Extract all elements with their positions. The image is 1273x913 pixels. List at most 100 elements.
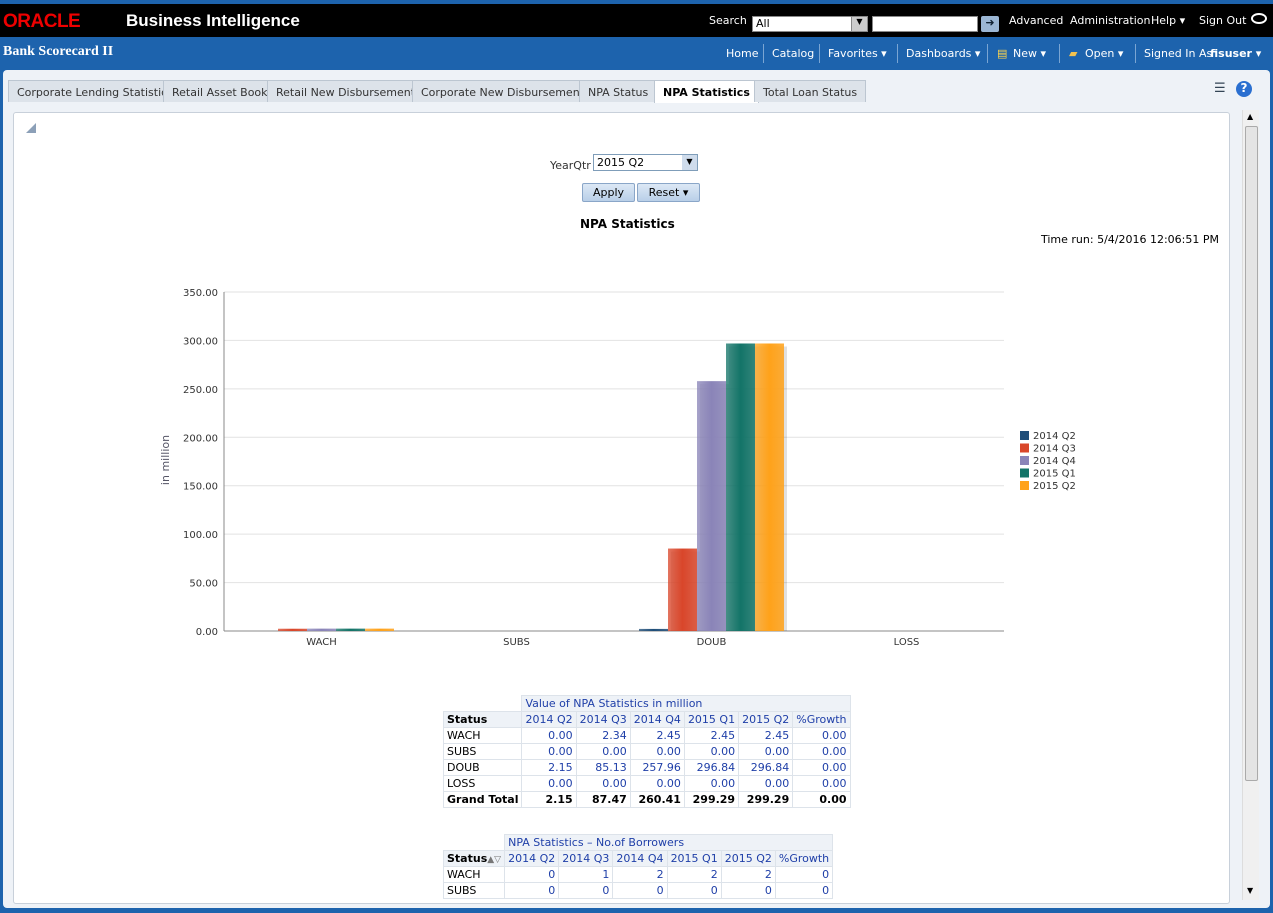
yearqtr-select[interactable]: 2015 Q2 ▼ <box>593 154 698 171</box>
table-cell: 0 <box>720 882 776 899</box>
x-tick-label: WACH <box>306 637 337 648</box>
status-header: Status▲▽ <box>442 850 506 867</box>
collapse-triangle-icon[interactable] <box>26 123 36 133</box>
table-cell: 0 <box>504 866 560 883</box>
table-title: NPA Statistics – No.of Borrowers <box>504 834 834 851</box>
table-cell: 0 <box>612 882 668 899</box>
table-cell: 0.00 <box>575 743 631 760</box>
row-label: DOUB <box>442 759 523 776</box>
scrollbar-thumb[interactable] <box>1245 126 1258 781</box>
row-label: LOSS <box>442 775 523 792</box>
scroll-up-icon[interactable]: ▲ <box>1247 112 1254 121</box>
reset-button[interactable]: Reset ▾ <box>637 183 700 202</box>
bar-doub-2015-q1 <box>726 343 755 631</box>
table-cell: 0 <box>558 882 614 899</box>
table-cell: 2.15 <box>521 791 577 808</box>
help-icon[interactable]: ? <box>1236 81 1252 97</box>
table-cell: 260.41 <box>629 791 685 808</box>
tab-total-loan-status[interactable]: Total Loan Status <box>754 80 867 102</box>
legend-label: 2014 Q4 <box>1033 456 1076 467</box>
help-menu[interactable]: Help ▾ <box>1151 14 1186 27</box>
dashboard-title: Bank Scorecard II <box>3 44 114 59</box>
column-header: 2014 Q2 <box>521 711 577 728</box>
column-header: 2015 Q2 <box>738 711 794 728</box>
search-scope-select[interactable]: All ▼ <box>752 16 868 32</box>
row-label: SUBS <box>442 743 523 760</box>
y-tick-label: 50.00 <box>189 579 218 590</box>
bar-doub-2014-q2 <box>639 628 668 631</box>
sort-icon[interactable]: ▲▽ <box>487 855 502 865</box>
legend-swatch <box>1020 456 1029 465</box>
advanced-link[interactable]: Advanced <box>1009 14 1064 27</box>
tab-retail-asset-book[interactable]: Retail Asset Book <box>163 80 277 102</box>
tab-corporate-lending-statistics[interactable]: Corporate Lending Statistics <box>8 80 182 102</box>
column-header: 2015 Q1 <box>683 711 740 728</box>
table-cell: 0.00 <box>738 743 794 760</box>
bar-wach-2015-q2 <box>365 628 394 631</box>
table-cell: 0 <box>774 866 834 883</box>
bar-doub-2015-q2 <box>755 343 784 631</box>
dashboards-menu[interactable]: Dashboards ▾ <box>906 47 981 60</box>
row-label: WACH <box>442 866 506 883</box>
new-document-icon: ▤ <box>997 47 1008 60</box>
table-row: DOUB 2.15 85.13 257.96 296.84 296.84 0.00 <box>442 759 851 776</box>
search-go-arrow-icon[interactable]: ➜ <box>981 16 999 32</box>
folder-icon: ▰ <box>1069 47 1078 60</box>
scroll-down-icon[interactable]: ▼ <box>1247 886 1254 895</box>
user-menu[interactable]: fisuser ▾ <box>1210 47 1262 60</box>
home-link[interactable]: Home <box>726 47 759 60</box>
column-header: %Growth <box>792 711 851 728</box>
table-cell: 2.15 <box>521 759 577 776</box>
row-label: SUBS <box>442 882 506 899</box>
column-header: %Growth <box>774 850 834 867</box>
bar-doub-2014-q3 <box>668 548 697 631</box>
x-tick-label: DOUB <box>697 637 727 648</box>
legend-swatch <box>1020 443 1029 453</box>
table-row: SUBS 0.00 0.00 0.00 0.00 0.00 0.00 <box>442 743 851 760</box>
row-label: WACH <box>442 727 523 744</box>
status-oval-icon <box>1251 13 1267 24</box>
new-menu[interactable]: New ▾ <box>1013 47 1047 60</box>
search-input[interactable] <box>872 16 978 32</box>
catalog-link[interactable]: Catalog <box>772 47 815 60</box>
table-cell: 0.00 <box>521 727 577 744</box>
favorites-menu[interactable]: Favorites ▾ <box>828 47 887 60</box>
administration-link[interactable]: Administration <box>1070 14 1151 27</box>
tab-retail-new-disbursements[interactable]: Retail New Disbursements <box>267 80 430 102</box>
table-cell: 0 <box>666 882 722 899</box>
table-cell: 1 <box>558 866 614 883</box>
signed-in-label: Signed In As <box>1144 47 1213 60</box>
legend-swatch <box>1020 431 1029 440</box>
time-run: Time run: 5/4/2016 12:06:51 PM <box>1040 233 1219 246</box>
tab-corporate-new-disbursements[interactable]: Corporate New Disbursements <box>412 80 599 102</box>
legend-label: 2014 Q3 <box>1033 444 1076 455</box>
table-cell: 0.00 <box>521 743 577 760</box>
status-header: Status <box>442 711 523 728</box>
chevron-down-icon: ▼ <box>682 155 697 170</box>
column-header: 2015 Q1 <box>666 850 722 867</box>
dashboard-header: Bank Scorecard II Home Catalog Favorites… <box>0 37 1273 70</box>
chart-title: NPA Statistics <box>580 217 675 231</box>
table-cell: 0 <box>774 882 834 899</box>
sign-out-link[interactable]: Sign Out <box>1199 14 1247 27</box>
x-tick-label: SUBS <box>503 637 530 648</box>
apply-button[interactable]: Apply <box>582 183 635 202</box>
y-axis-label: in million <box>159 435 172 485</box>
tab-npa-status[interactable]: NPA Status <box>579 80 658 102</box>
table-cell: 0.00 <box>792 775 851 792</box>
table-row: WACH 0 1 2 2 2 0 <box>442 866 834 883</box>
tab-npa-statistics[interactable]: NPA Statistics <box>654 80 759 103</box>
row-label: Grand Total <box>442 791 523 808</box>
npa-bar-chart: 0.00 50.00 100.00 150.00 200.00 250.00 300.00 3… <box>159 288 1076 648</box>
table-cell: 0.00 <box>683 775 740 792</box>
y-tick-label: 250.00 <box>183 385 218 396</box>
vertical-scrollbar[interactable]: ▲ ▼ <box>1242 110 1259 900</box>
table-cell: 2.45 <box>738 727 794 744</box>
dashboard-content: Corporate Lending Statistics Retail Asse… <box>3 70 1270 908</box>
search-label: Search <box>709 14 747 27</box>
table-cell: 2.45 <box>683 727 740 744</box>
open-menu[interactable]: Open ▾ <box>1085 47 1124 60</box>
page-options-icon[interactable]: ☰ <box>1214 81 1226 96</box>
table-cell: 0.00 <box>792 759 851 776</box>
oracle-logo: ORACLE <box>3 11 81 32</box>
